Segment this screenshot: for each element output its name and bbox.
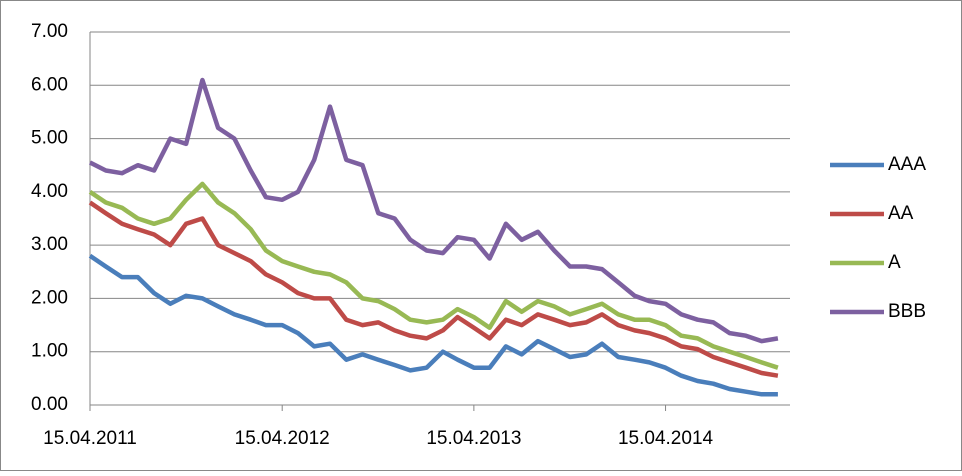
y-tick-label: 1.00 xyxy=(31,341,68,362)
x-tick-label: 15.04.2014 xyxy=(618,428,714,449)
line xyxy=(88,181,779,370)
line xyxy=(88,77,779,344)
x-tick-label: 15.04.2012 xyxy=(235,428,330,449)
y-tick-label: 7.00 xyxy=(31,21,68,42)
line xyxy=(88,200,779,378)
y-tick-label: 5.00 xyxy=(31,128,68,149)
y-tick-label: 6.00 xyxy=(31,74,68,95)
y-tick-label: 0.00 xyxy=(31,394,68,415)
x-tick-label: 15.04.2013 xyxy=(426,428,521,449)
x-tick-label: 15.04.2011 xyxy=(43,428,137,449)
legend-label: AA xyxy=(888,203,914,224)
y-tick-label: 4.00 xyxy=(31,181,68,202)
legend-label: AAA xyxy=(888,154,926,175)
legend-label: BBB xyxy=(888,301,926,322)
line xyxy=(88,253,778,397)
y-tick-label: 2.00 xyxy=(31,287,68,308)
y-tick-label: 3.00 xyxy=(31,234,68,255)
legend-label: A xyxy=(888,252,901,273)
